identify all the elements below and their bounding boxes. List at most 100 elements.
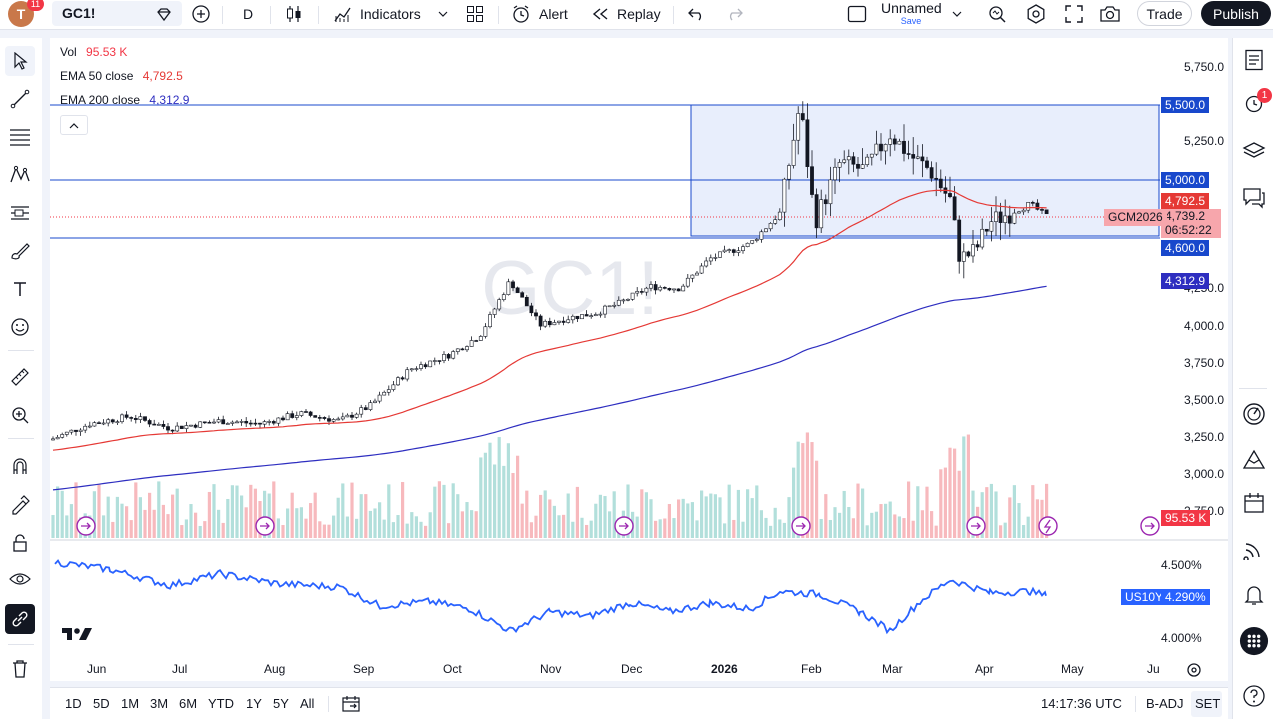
calendar-icon[interactable] xyxy=(1239,488,1269,518)
compare-icon[interactable] xyxy=(156,1,172,28)
volume-bar xyxy=(313,492,317,538)
candle-body xyxy=(644,287,649,293)
trash-icon[interactable] xyxy=(5,654,35,684)
help-icon[interactable] xyxy=(1239,681,1269,711)
candle-body xyxy=(649,284,653,289)
alert-button[interactable]: Alert xyxy=(511,0,568,27)
candle-body xyxy=(382,391,387,396)
volume-bar xyxy=(263,490,267,538)
candle-body xyxy=(373,400,377,403)
candle-body xyxy=(124,414,129,418)
fib-retracement-icon[interactable] xyxy=(5,122,35,152)
candle-body xyxy=(653,284,658,291)
clock-display[interactable]: 14:17:36 UTC xyxy=(1041,696,1122,711)
time-tick: Jun xyxy=(87,662,107,676)
apps-grid-icon[interactable] xyxy=(1239,626,1269,656)
watchlist-icon[interactable] xyxy=(1239,45,1269,75)
volume-bar xyxy=(571,521,575,538)
trade-button[interactable]: Trade xyxy=(1137,1,1192,26)
fullscreen-icon[interactable] xyxy=(1065,0,1083,27)
range-6m[interactable]: 6M xyxy=(179,696,198,711)
chevron-down-icon[interactable] xyxy=(438,0,448,27)
trend-line-icon[interactable] xyxy=(5,84,35,114)
collapse-legend-button[interactable] xyxy=(60,115,88,135)
candle-body xyxy=(543,320,548,327)
range-1m[interactable]: 1M xyxy=(121,696,140,711)
volume-bar xyxy=(787,497,791,538)
quick-search-icon[interactable] xyxy=(987,0,1007,27)
broadcast-icon[interactable] xyxy=(1239,534,1269,564)
range-5d[interactable]: 5D xyxy=(93,696,110,711)
text-icon[interactable] xyxy=(5,274,35,304)
volume-bar xyxy=(833,507,837,538)
indicators-button[interactable]: Indicators xyxy=(333,0,421,27)
layout-name-button[interactable]: Unnamed Save xyxy=(881,1,942,27)
publish-button[interactable]: Publish xyxy=(1201,1,1271,26)
pattern-icon[interactable] xyxy=(5,160,35,190)
volume-bar xyxy=(589,520,593,538)
range-3m[interactable]: 3M xyxy=(150,696,169,711)
session-button-bg[interactable] xyxy=(1191,691,1222,717)
layout-checkbox-icon[interactable] xyxy=(847,0,867,27)
eye-icon[interactable] xyxy=(5,564,35,594)
undo-icon[interactable] xyxy=(688,0,706,27)
templates-icon[interactable] xyxy=(466,0,484,27)
add-symbol-icon[interactable] xyxy=(191,0,211,27)
symbol-search[interactable]: GC1! xyxy=(52,1,182,26)
candle-body xyxy=(511,281,515,289)
go-to-date-icon[interactable] xyxy=(341,695,361,718)
cursor-icon[interactable] xyxy=(5,46,35,76)
settings-icon[interactable] xyxy=(1026,0,1046,27)
chevron-down-icon[interactable] xyxy=(952,0,962,27)
legend-ema50[interactable]: EMA 50 close 4,792.5 xyxy=(60,69,183,83)
brush-icon[interactable] xyxy=(5,236,35,266)
range-all[interactable]: All xyxy=(300,696,315,711)
candle-body xyxy=(152,423,157,426)
magnet-icon[interactable] xyxy=(5,451,35,481)
volume-bar xyxy=(148,492,152,538)
range-1d[interactable]: 1D xyxy=(65,696,82,711)
candle-body xyxy=(212,421,216,424)
layers-icon[interactable] xyxy=(1239,136,1269,166)
ruler-icon[interactable] xyxy=(5,362,35,392)
speedometer-icon[interactable] xyxy=(1239,399,1269,429)
candle-body xyxy=(888,138,893,145)
candles-icon[interactable] xyxy=(285,0,303,27)
volume-bar xyxy=(911,520,915,538)
range-1y[interactable]: 1Y xyxy=(246,696,262,711)
bell-icon[interactable] xyxy=(1239,580,1269,610)
forecast-icon[interactable] xyxy=(5,198,35,228)
back-adjust-toggle[interactable]: B-ADJ xyxy=(1146,696,1184,711)
tag-5500: 5,500.0 xyxy=(1161,97,1210,113)
legend-ema200[interactable]: EMA 200 close 4,312.9 xyxy=(60,93,189,107)
time-axis[interactable]: Jun Jul Aug Sep Oct Nov Dec 2026 Feb Mar… xyxy=(50,658,1160,681)
chart-canvas[interactable]: GC1! xyxy=(50,38,1228,681)
range-ytd[interactable]: YTD xyxy=(208,696,234,711)
replay-button[interactable]: Replay xyxy=(592,0,661,27)
lock-icon[interactable] xyxy=(5,528,35,558)
stay-in-drawing-icon[interactable] xyxy=(5,490,35,520)
legend-volume[interactable]: Vol 95.53 K xyxy=(60,45,127,59)
symbol-watermark: GC1! xyxy=(481,246,658,331)
chart-pane[interactable]: GC1! xyxy=(50,38,1228,681)
alerts-icon[interactable] xyxy=(1239,88,1269,118)
redo-icon[interactable] xyxy=(725,0,743,27)
mountain-icon[interactable] xyxy=(1239,444,1269,474)
volume-bar xyxy=(552,505,556,538)
range-5y[interactable]: 5Y xyxy=(273,696,289,711)
volume-bar xyxy=(516,455,520,538)
session-toggle[interactable]: SET xyxy=(1195,696,1221,711)
price-axis[interactable]: 5,750.0 5,250.0 4,250.0 4,000.0 3,750.0 … xyxy=(1160,38,1228,538)
candle-body xyxy=(262,421,267,425)
volume-bar xyxy=(437,481,441,538)
emoji-icon[interactable] xyxy=(5,312,35,342)
zoom-in-icon[interactable] xyxy=(5,400,35,430)
interval-button[interactable]: D xyxy=(243,5,254,22)
camera-icon[interactable] xyxy=(1099,0,1121,27)
volume-bars xyxy=(51,432,1049,538)
link-icon[interactable] xyxy=(5,604,35,634)
axis-settings-icon[interactable] xyxy=(1186,662,1202,683)
volume-bar xyxy=(525,490,529,538)
chat-icon[interactable] xyxy=(1239,183,1269,213)
